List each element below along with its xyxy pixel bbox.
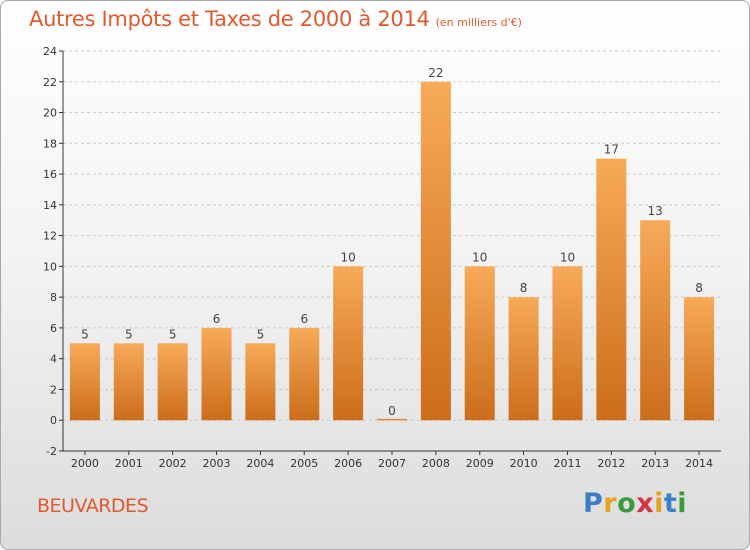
bar-2013 [640, 220, 671, 421]
x-tick-label: 2003 [203, 457, 231, 470]
bar-2003 [201, 327, 232, 421]
y-tick-label: 2 [50, 383, 57, 396]
commune-name: BEUVARDES [37, 495, 149, 517]
x-tick-label: 2002 [159, 457, 187, 470]
y-tick-label: 6 [50, 322, 57, 335]
x-tick-label: 2008 [422, 457, 450, 470]
chart-subtitle: (en milliers d'€) [435, 16, 522, 29]
logo-letter: o [617, 488, 637, 519]
y-tick-label: -2 [46, 445, 57, 458]
y-tick-label: 22 [43, 76, 57, 89]
data-label: 5 [257, 327, 265, 341]
y-tick-label: 24 [43, 45, 57, 58]
x-tick-label: 2006 [334, 457, 362, 470]
data-label: 13 [648, 204, 663, 218]
data-label: 8 [695, 281, 703, 295]
logo-letter: r [603, 488, 618, 519]
bar-2005 [289, 327, 320, 421]
x-tick-label: 2004 [246, 457, 274, 470]
bar-2002 [157, 343, 188, 421]
y-tick-label: 18 [43, 137, 57, 150]
y-tick-label: 20 [43, 107, 57, 120]
bar-2008 [420, 81, 451, 421]
y-tick-label: 8 [50, 291, 57, 304]
bar-2010 [508, 297, 539, 421]
y-tick-label: 12 [43, 230, 57, 243]
data-label: 6 [300, 312, 308, 326]
y-tick-label: 16 [43, 168, 57, 181]
x-tick-label: 2010 [510, 457, 538, 470]
bar-2011 [552, 266, 583, 421]
data-label: 8 [520, 281, 528, 295]
proxiti-logo[interactable]: Proxiti [583, 488, 687, 519]
logo-letter: x [636, 488, 655, 519]
x-tick-label: 2014 [685, 457, 713, 470]
bar-2000 [69, 343, 100, 421]
bar-2007 [377, 418, 407, 421]
x-tick-label: 2007 [378, 457, 406, 470]
data-label: 5 [81, 327, 89, 341]
data-labels: 5 5 5 6 5 6 10 0 22 10 8 10 17 13 8 [81, 66, 703, 418]
y-tick-label: 0 [50, 414, 57, 427]
x-tick-label: 2013 [641, 457, 669, 470]
x-tick-label: 2001 [115, 457, 143, 470]
bar-2012 [596, 158, 627, 421]
data-label: 10 [560, 250, 575, 264]
chart-title: Autres Impôts et Taxes de 2000 à 2014 (en… [29, 7, 522, 31]
x-tick-label: 2009 [466, 457, 494, 470]
x-tick-label: 2012 [597, 457, 625, 470]
logo-letter: P [583, 488, 604, 519]
y-tick-label: 10 [43, 260, 57, 273]
data-label: 17 [604, 143, 619, 157]
y-tick-label: 4 [50, 353, 57, 366]
bar-2014 [684, 297, 715, 421]
data-label: 22 [428, 66, 443, 80]
x-tick-label: 2005 [290, 457, 318, 470]
chart-title-text: Autres Impôts et Taxes de 2000 à 2014 [29, 7, 430, 31]
logo-letter: i [677, 488, 688, 519]
data-label: 6 [213, 312, 221, 326]
data-label: 10 [340, 250, 355, 264]
logo-letter: t [663, 488, 678, 519]
bars [69, 81, 715, 421]
y-tick-label: 14 [43, 199, 57, 212]
logo-letter: i [654, 488, 664, 519]
bar-2004 [245, 343, 276, 421]
data-label: 5 [125, 327, 133, 341]
x-tick-label: 2011 [553, 457, 581, 470]
x-tick-label: 2000 [71, 457, 99, 470]
bar-2001 [113, 343, 144, 421]
data-label: 5 [169, 327, 177, 341]
bar-2009 [464, 266, 495, 421]
data-label: 0 [388, 404, 396, 418]
bar-2006 [333, 266, 364, 421]
data-label: 10 [472, 250, 487, 264]
